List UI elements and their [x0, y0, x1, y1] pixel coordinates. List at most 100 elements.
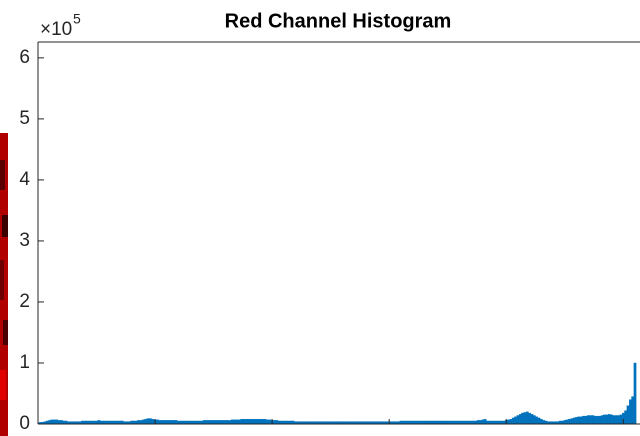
bar: [266, 419, 269, 425]
bar: [619, 414, 623, 425]
bar: [540, 418, 543, 425]
bar: [144, 418, 148, 425]
bar: [542, 420, 546, 425]
bar: [570, 418, 574, 425]
bar: [167, 420, 171, 425]
neighbor-image: [0, 133, 8, 436]
bar: [247, 418, 251, 425]
bar: [614, 415, 618, 425]
bar: [212, 420, 215, 425]
bar: [223, 420, 227, 425]
bar: [509, 418, 513, 425]
bar: [596, 415, 599, 425]
bar: [53, 419, 56, 425]
bar: [568, 418, 571, 425]
bar: [535, 416, 538, 425]
y-tick-label: 4: [19, 169, 30, 190]
bar: [537, 417, 541, 425]
y-tick-label: 5: [19, 108, 30, 129]
bar: [146, 418, 150, 425]
bar: [207, 420, 211, 425]
bar: [516, 415, 520, 425]
bar: [261, 418, 265, 425]
bar: [219, 420, 222, 425]
bar: [586, 415, 590, 425]
bar: [263, 418, 267, 425]
bar: [259, 418, 262, 425]
bar: [525, 411, 529, 425]
bar: [230, 419, 234, 425]
bar: [633, 362, 637, 425]
bar: [55, 419, 59, 425]
bar: [137, 420, 140, 425]
bar: [142, 419, 145, 425]
bar: [226, 420, 229, 425]
bar: [628, 399, 632, 425]
bar: [268, 419, 272, 425]
bar: [139, 420, 143, 425]
bar: [600, 415, 604, 425]
bar: [593, 415, 597, 425]
bar: [273, 420, 276, 425]
bar: [518, 414, 522, 425]
bar: [603, 414, 606, 425]
bar: [216, 420, 220, 425]
y-tick-label: 1: [19, 352, 30, 373]
bar: [577, 416, 581, 425]
bar: [575, 417, 578, 425]
bar: [238, 419, 241, 425]
chart-title: Red Channel Histogram: [225, 10, 452, 32]
bar: [626, 405, 630, 425]
bar: [97, 420, 101, 425]
bar: [242, 418, 246, 425]
bar: [256, 418, 260, 425]
bar: [610, 414, 613, 425]
bar: [151, 418, 155, 425]
bar: [57, 420, 61, 425]
bar: [582, 415, 585, 425]
bar: [572, 417, 576, 425]
bar: [214, 420, 218, 425]
bar: [530, 414, 534, 425]
bar: [165, 420, 169, 425]
bar: [507, 419, 510, 425]
bar: [233, 419, 236, 425]
bar: [235, 419, 239, 425]
bar: [158, 420, 162, 425]
bar: [607, 414, 611, 425]
bar: [523, 412, 527, 425]
bar: [149, 418, 152, 425]
bar: [174, 420, 178, 425]
bar: [156, 419, 159, 425]
bar: [160, 420, 164, 425]
bar: [563, 420, 567, 425]
y-tick-label: 6: [19, 47, 30, 68]
bar: [612, 415, 616, 425]
bar: [163, 420, 166, 425]
bar: [170, 420, 173, 425]
bar: [48, 420, 52, 425]
y-exponent-base: ×10: [40, 19, 72, 40]
bar: [228, 420, 232, 425]
bar: [565, 419, 569, 425]
bar: [252, 418, 255, 425]
bar: [481, 419, 485, 425]
bar: [60, 420, 63, 425]
bar: [589, 415, 592, 425]
bar: [275, 420, 279, 425]
bar: [528, 412, 531, 425]
y-tick-label: 0: [19, 413, 30, 434]
y-exponent-power: 5: [73, 11, 81, 27]
bar: [240, 418, 244, 425]
bar: [584, 415, 588, 425]
bar: [514, 416, 517, 425]
bar: [249, 418, 253, 425]
bar: [172, 420, 176, 425]
y-tick-label: 2: [19, 291, 30, 312]
bar: [521, 412, 524, 425]
bar: [598, 415, 602, 425]
bar: [245, 418, 248, 425]
y-tick-label: 3: [19, 230, 30, 251]
bar: [202, 420, 206, 425]
